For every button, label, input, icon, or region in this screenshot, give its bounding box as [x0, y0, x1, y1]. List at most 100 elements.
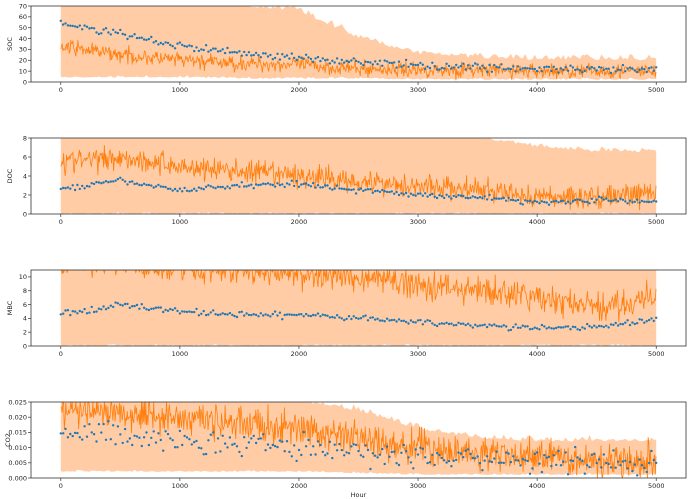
observed-point [92, 310, 96, 314]
observed-point [371, 452, 374, 455]
observed-point [107, 420, 110, 423]
y-tick-label: 20 [19, 57, 27, 65]
observed-point [83, 307, 86, 311]
observed-point [502, 461, 505, 465]
observed-point [400, 451, 403, 454]
observed-point [183, 44, 186, 48]
y-tick-label: 0.015 [8, 429, 27, 437]
observed-point [138, 36, 141, 40]
observed-point [173, 187, 177, 191]
observed-point [638, 458, 641, 461]
plot-area [59, 6, 658, 81]
x-tick-label: 0 [59, 86, 63, 94]
observed-point [464, 323, 467, 327]
observed-point [304, 445, 308, 448]
observed-point [616, 200, 620, 203]
observed-point [374, 318, 377, 321]
observed-point [600, 66, 603, 69]
y-tick-label: 4 [23, 172, 27, 180]
observed-point [516, 326, 520, 329]
observed-point [600, 196, 603, 199]
observed-point [640, 464, 644, 467]
observed-point [295, 58, 298, 62]
observed-point [97, 423, 101, 426]
observed-point [283, 313, 286, 317]
observed-point [514, 323, 517, 326]
axes-frame [30, 401, 687, 479]
observed-point [421, 194, 424, 197]
observed-point [71, 434, 74, 438]
predicted-mean-line [60, 40, 657, 81]
observed-point [543, 325, 546, 328]
observed-point [521, 203, 524, 206]
observed-point [612, 449, 615, 452]
observed-point [559, 67, 563, 70]
observed-point [378, 59, 382, 62]
observed-point [212, 47, 215, 50]
observed-point [464, 196, 467, 200]
observed-point [433, 195, 436, 198]
observed-point [428, 66, 432, 70]
observed-point [455, 195, 458, 199]
observed-point [388, 455, 391, 458]
observed-point [557, 325, 560, 329]
observed-point [150, 307, 153, 310]
observed-point [145, 308, 148, 311]
observed-point [500, 461, 503, 464]
observed-point [495, 450, 498, 453]
y-axis-label: SOC [6, 37, 14, 51]
observed-point [304, 312, 308, 316]
observed-point [85, 184, 89, 188]
observed-point [195, 307, 198, 311]
observed-point [92, 433, 96, 436]
observed-point [397, 318, 401, 321]
observed-point [612, 66, 615, 69]
observed-point [609, 200, 613, 203]
observed-point [338, 316, 341, 319]
observed-point [640, 199, 644, 203]
observed-point [655, 200, 658, 203]
observed-point [595, 326, 598, 329]
observed-point [83, 24, 86, 27]
observed-point [62, 186, 65, 190]
observed-point [402, 64, 405, 67]
observed-point [307, 314, 310, 317]
observed-point [471, 64, 474, 68]
observed-point [547, 65, 551, 69]
observed-point [90, 26, 93, 30]
observed-point [447, 322, 451, 326]
observed-point [521, 457, 524, 461]
observed-point [328, 62, 332, 65]
observed-point [531, 201, 534, 204]
observed-point [369, 188, 372, 191]
observed-point [271, 312, 274, 316]
observed-point [602, 325, 605, 329]
observed-point [104, 438, 108, 441]
observed-point [381, 64, 384, 68]
observed-point [252, 187, 255, 190]
observed-point [493, 323, 496, 326]
observed-point [283, 55, 286, 58]
observed-point [169, 307, 172, 311]
observed-point [92, 182, 96, 186]
observed-point [78, 187, 82, 191]
observed-point [419, 192, 422, 195]
observed-point [364, 60, 367, 63]
observed-point [612, 323, 615, 327]
observed-point [600, 325, 603, 328]
x-tick-label: 2000 [291, 482, 308, 490]
observed-point [269, 315, 272, 318]
observed-point [526, 200, 529, 203]
observed-point [402, 193, 405, 196]
observed-point [278, 183, 282, 187]
observed-point [295, 179, 298, 183]
observed-point [609, 71, 613, 75]
observed-point [395, 66, 398, 69]
observed-point [116, 177, 120, 181]
observed-point [574, 68, 577, 72]
observed-point [300, 183, 303, 186]
observed-point [281, 318, 284, 321]
observed-point [209, 311, 212, 314]
observed-point [583, 69, 586, 73]
observed-point [133, 434, 136, 437]
